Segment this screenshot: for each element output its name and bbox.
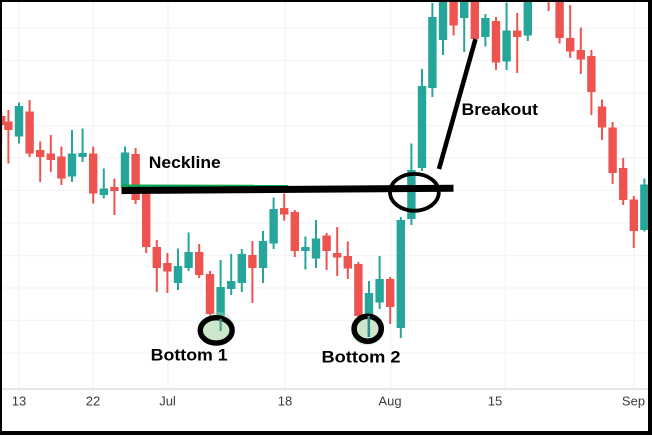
svg-text:Aug: Aug: [378, 394, 401, 409]
svg-text:18: 18: [278, 394, 292, 409]
svg-text:Bottom 1: Bottom 1: [151, 346, 228, 365]
svg-text:Breakout: Breakout: [462, 100, 539, 119]
svg-text:Neckline: Neckline: [149, 153, 221, 172]
svg-text:13: 13: [12, 394, 26, 409]
svg-text:Jul: Jul: [159, 394, 176, 409]
svg-text:Bottom 2: Bottom 2: [322, 348, 401, 367]
svg-text:Sep: Sep: [622, 394, 645, 409]
svg-text:22: 22: [86, 394, 100, 409]
svg-text:15: 15: [488, 394, 502, 409]
